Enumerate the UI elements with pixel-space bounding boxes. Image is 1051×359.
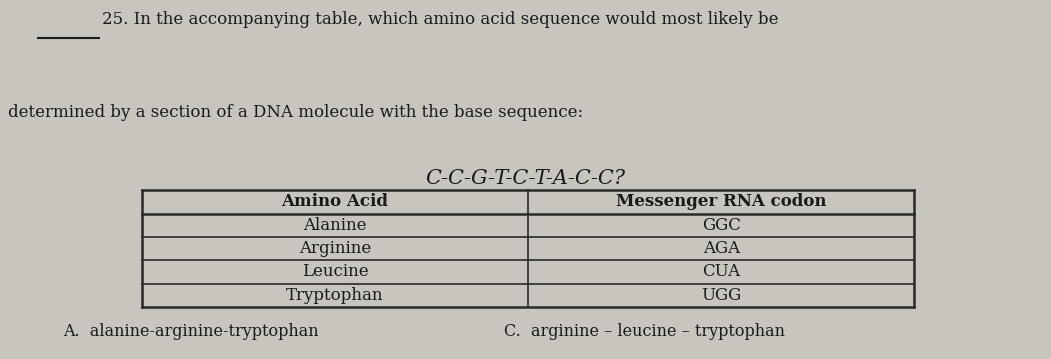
Text: 25. In the accompanying table, which amino acid sequence would most likely be: 25. In the accompanying table, which ami… [102, 11, 779, 28]
Text: A.  alanine-arginine-tryptophan: A. alanine-arginine-tryptophan [63, 323, 318, 340]
Text: AGA: AGA [703, 240, 740, 257]
Text: C.  arginine – leucine – tryptophan: C. arginine – leucine – tryptophan [504, 323, 785, 340]
Text: UGG: UGG [701, 287, 741, 304]
Text: Leucine: Leucine [302, 264, 368, 280]
Text: Tryptophan: Tryptophan [286, 287, 384, 304]
Text: determined by a section of a DNA molecule with the base sequence:: determined by a section of a DNA molecul… [8, 104, 583, 121]
Text: Amino Acid: Amino Acid [282, 194, 389, 210]
Text: C-C-G-T-C-T-A-C-C?: C-C-G-T-C-T-A-C-C? [426, 169, 625, 188]
Text: Alanine: Alanine [304, 217, 367, 234]
Text: Arginine: Arginine [298, 240, 371, 257]
Text: CUA: CUA [702, 264, 740, 280]
Text: Messenger RNA codon: Messenger RNA codon [616, 194, 826, 210]
Text: GGC: GGC [702, 217, 741, 234]
